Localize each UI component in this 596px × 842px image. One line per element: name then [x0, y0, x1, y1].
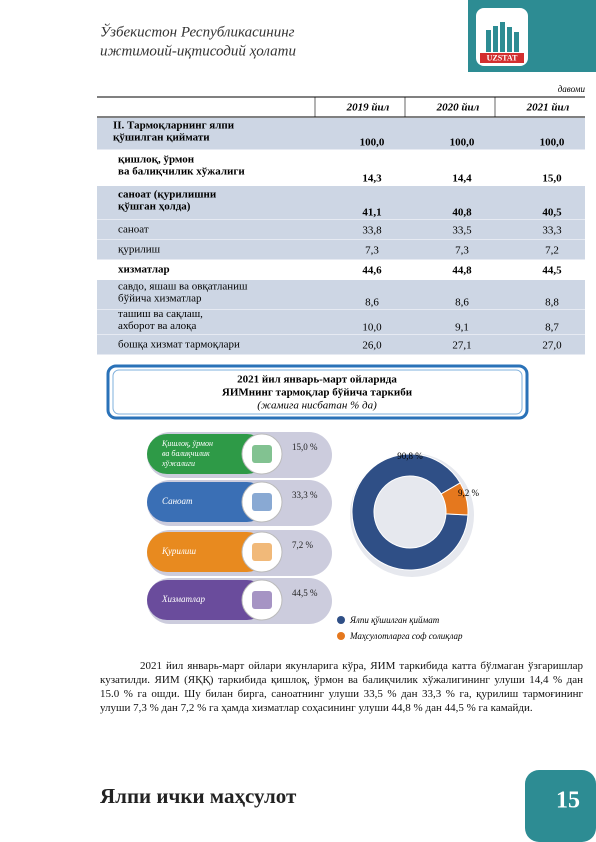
- column-header: 2020 йил: [436, 102, 480, 114]
- legend-swatch: [337, 632, 345, 640]
- infographic-title-inner: [112, 369, 523, 415]
- column-header: 2021 йил: [526, 102, 570, 114]
- item-label: хўжалиги: [161, 459, 195, 468]
- row-shade: [97, 335, 585, 355]
- table-note: давоми: [558, 84, 586, 94]
- item-label: Қурилиш: [161, 546, 196, 556]
- item-label: Хизматлар: [161, 594, 206, 604]
- infographic-title: 2021 йил январь-март ойларида: [237, 374, 397, 386]
- donut-segment: [440, 482, 469, 516]
- row-value: 9,1: [455, 322, 469, 334]
- donut-segment: [351, 453, 469, 571]
- item-pill-color: [147, 434, 267, 474]
- donut-label: 90,8 %: [397, 451, 423, 461]
- legend-label: Ялпи қўшилган қиймат: [349, 615, 440, 625]
- row-label: бошқа хизмат тармоқлари: [118, 339, 240, 351]
- row-value: 8,6: [365, 297, 379, 309]
- row-label: қишлоқ, ўрмон: [118, 154, 195, 166]
- header-title: Ўзбекистон Республикасининг: [100, 22, 295, 40]
- row-label: савдо, яшаш ва овқатланиш: [118, 281, 248, 293]
- row-label: қўшган ҳолда): [118, 201, 191, 213]
- row-value: 7,3: [365, 245, 379, 257]
- row-value: 8,6: [455, 297, 469, 309]
- row-label: бўйича хизматлар: [118, 293, 202, 305]
- row-value: 27,0: [542, 340, 562, 352]
- item-pill-color: [147, 532, 267, 572]
- footer-title: Ялпи ички маҳсулот: [100, 784, 297, 808]
- row-value: 33,5: [452, 225, 472, 237]
- row-label: хизматлар: [118, 264, 170, 276]
- row-value: 10,0: [362, 322, 382, 334]
- item-value: 33,3 %: [292, 490, 318, 500]
- row-value: 44,5: [542, 265, 562, 277]
- row-value: 100,0: [450, 137, 475, 149]
- infographic-title-box: [106, 364, 529, 420]
- row-value: 100,0: [360, 137, 385, 149]
- row-shade: [97, 220, 585, 240]
- row-label: ташиш ва сақлаш,: [118, 308, 203, 320]
- item-icon-glyph: [252, 445, 272, 463]
- row-value: 14,4: [452, 173, 472, 185]
- logo-text: UZSTAT: [487, 53, 518, 62]
- row-value: 40,5: [542, 207, 562, 219]
- legend-swatch: [337, 616, 345, 624]
- item-value: 15,0 %: [292, 442, 318, 452]
- row-shade: [97, 240, 585, 260]
- item-icon-glyph: [252, 543, 272, 561]
- header-title: ижтимоий-иқтисодий ҳолати: [100, 43, 296, 59]
- row-label: саноат (қурилишни: [118, 189, 217, 201]
- paragraph: 2021 йил январь-март ойлари якунларига к…: [100, 660, 583, 714]
- item-value: 7,2 %: [292, 540, 314, 550]
- row-value: 27,1: [452, 340, 471, 352]
- row-shade: [97, 310, 585, 335]
- logo-label-bg: [480, 53, 524, 63]
- page-tab: [525, 770, 596, 842]
- item-value: 44,5 %: [292, 588, 318, 598]
- item-label: ва балиқчилик: [162, 449, 210, 458]
- item-pill-color: [147, 580, 267, 620]
- row-value: 33,8: [362, 225, 382, 237]
- row-value: 41,1: [362, 207, 381, 219]
- row-label: II. Тармоқларнинг ялпи: [113, 120, 235, 132]
- row-value: 8,8: [545, 297, 559, 309]
- row-label: саноат: [118, 224, 149, 236]
- row-label: қўшилган қиймати: [113, 132, 210, 144]
- infographic-subtitle: (жамига нисбатан % да): [257, 400, 377, 412]
- item-pill-color: [147, 482, 267, 522]
- row-value: 44,6: [362, 265, 382, 277]
- row-value: 7,2: [545, 245, 559, 257]
- row-value: 44,8: [452, 265, 472, 277]
- row-shade: [97, 280, 585, 310]
- item-label: Қишлоқ, ўрмон: [161, 439, 213, 448]
- row-shade: [97, 186, 585, 220]
- item-icon-glyph: [252, 591, 272, 609]
- row-label: ахборот ва алоқа: [118, 320, 196, 332]
- page-number: 15: [556, 788, 580, 814]
- row-value: 14,3: [362, 173, 382, 185]
- row-value: 33,3: [542, 225, 562, 237]
- row-label: қурилиш: [118, 244, 161, 256]
- item-label: Саноат: [162, 496, 193, 506]
- row-value: 40,8: [452, 207, 472, 219]
- row-shade: [97, 118, 585, 150]
- logo-bars: [486, 22, 519, 52]
- donut-label: 9,2 %: [458, 488, 480, 498]
- item-icon-glyph: [252, 493, 272, 511]
- row-value: 15,0: [542, 173, 562, 185]
- column-header: 2019 йил: [346, 102, 390, 114]
- row-value: 8,7: [545, 322, 559, 334]
- row-label: ва балиқчилик хўжалиги: [118, 166, 245, 178]
- legend-label: Маҳсулотларга соф солиқлар: [349, 631, 463, 641]
- row-value: 100,0: [540, 137, 565, 149]
- row-value: 7,3: [455, 245, 469, 257]
- infographic-title: ЯИМнинг тармоқлар бўйича таркиби: [222, 387, 413, 399]
- row-value: 26,0: [362, 340, 382, 352]
